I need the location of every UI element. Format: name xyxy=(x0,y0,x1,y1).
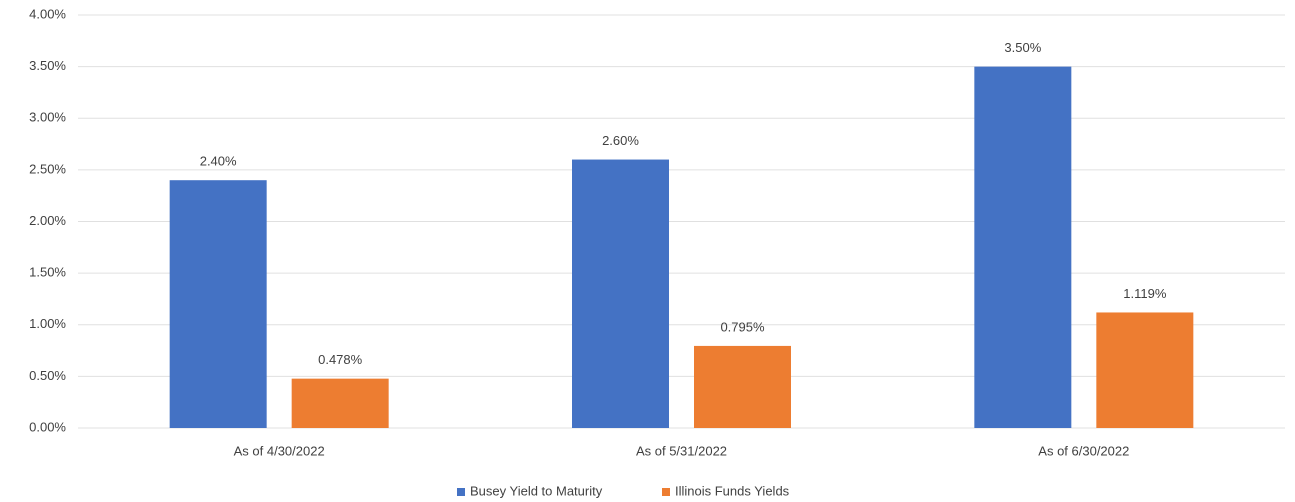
legend-label: Busey Yield to Maturity xyxy=(470,483,603,498)
y-tick-label: 0.50% xyxy=(29,368,66,383)
bar xyxy=(572,159,669,429)
legend-label: Illinois Funds Yields xyxy=(675,483,790,498)
value-label: 0.478% xyxy=(318,352,363,367)
value-label: 0.795% xyxy=(720,319,765,334)
y-tick-label: 4.00% xyxy=(29,6,66,21)
value-label: 1.119% xyxy=(1123,286,1167,301)
x-tick-label: As of 4/30/2022 xyxy=(234,443,325,458)
bar xyxy=(974,66,1072,428)
y-tick-label: 1.00% xyxy=(29,316,66,331)
y-tick-label: 0.00% xyxy=(29,419,66,434)
y-tick-label: 2.00% xyxy=(29,213,66,228)
x-tick-label: As of 5/31/2022 xyxy=(636,443,727,458)
y-tick-label: 2.50% xyxy=(29,161,66,176)
legend-swatch xyxy=(457,488,465,496)
value-label: 3.50% xyxy=(1004,40,1041,55)
value-label: 2.60% xyxy=(602,133,639,148)
bar xyxy=(1096,312,1194,428)
y-tick-label: 3.00% xyxy=(29,110,66,125)
bar xyxy=(291,378,389,428)
y-tick-label: 1.50% xyxy=(29,265,66,280)
legend-swatch xyxy=(662,488,670,496)
value-label: 2.40% xyxy=(200,154,237,169)
x-tick-label: As of 6/30/2022 xyxy=(1038,443,1129,458)
bar xyxy=(169,180,267,428)
y-tick-label: 3.50% xyxy=(29,58,66,73)
bar xyxy=(694,345,791,428)
